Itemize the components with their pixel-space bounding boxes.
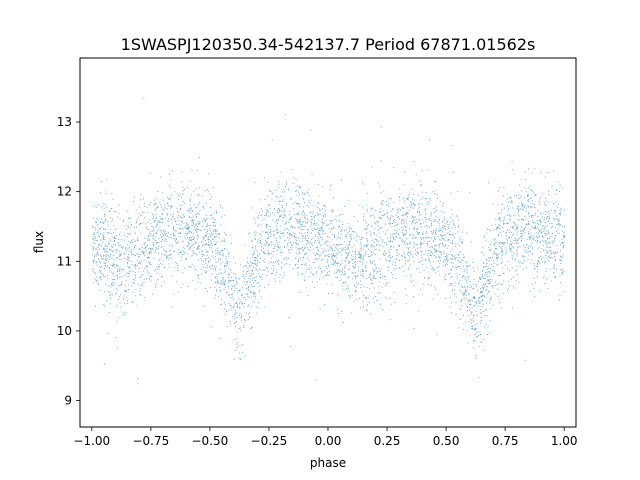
plot-points [91, 98, 566, 385]
y-tick-label: 9 [64, 394, 72, 408]
x-tick-label: −0.25 [251, 434, 288, 448]
y-axis-label: flux [32, 231, 46, 253]
x-tick-label: −1.00 [73, 434, 110, 448]
scatter-points [91, 98, 566, 385]
x-tick-label: 0.50 [433, 434, 460, 448]
y-tick-label: 13 [57, 115, 72, 129]
x-tick-label: 0.00 [315, 434, 342, 448]
x-tick-label: −0.50 [192, 434, 229, 448]
chart-title: 1SWASPJ120350.34-542137.7 Period 67871.0… [121, 35, 536, 54]
plot-area-frame [79, 57, 577, 428]
x-tick-label: −0.75 [132, 434, 169, 448]
y-tick-label: 11 [57, 254, 72, 268]
x-tick-label: 1.00 [551, 434, 578, 448]
x-axis: −1.00 −0.75 −0.50 −0.25 0.00 0.25 0.50 0.75 1.00 [73, 427, 578, 448]
y-axis: 9 10 11 12 13 [57, 115, 80, 408]
x-tick-label: 0.75 [492, 434, 519, 448]
y-tick-label: 12 [57, 185, 72, 199]
y-tick-label: 10 [57, 324, 72, 338]
x-axis-label: phase [310, 456, 346, 470]
x-tick-label: 0.25 [374, 434, 401, 448]
